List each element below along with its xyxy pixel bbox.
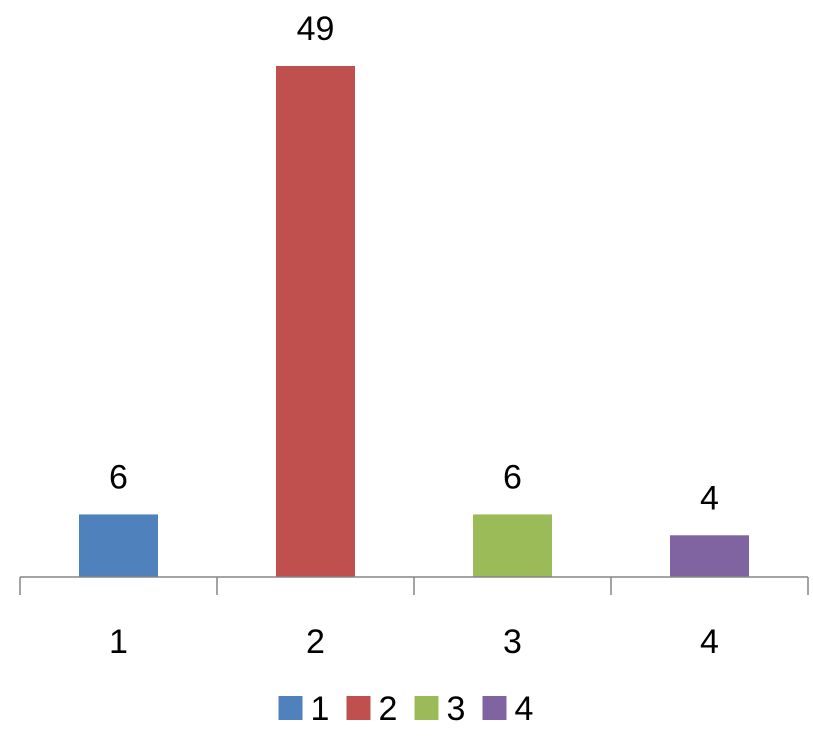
bar-2 (276, 66, 355, 577)
x-tick-label-1: 1 (109, 623, 128, 661)
data-label-3: 6 (503, 458, 522, 496)
bar-3 (473, 514, 552, 577)
legend-swatch-2 (346, 696, 371, 720)
bar-group (79, 66, 749, 577)
legend: 1 2 3 4 (278, 690, 534, 728)
legend-swatch-3 (414, 696, 439, 720)
x-tick-label-2: 2 (306, 623, 325, 661)
x-tick-label-group: 1 2 3 4 (109, 623, 719, 661)
legend-label-3: 3 (447, 690, 466, 728)
data-label-1: 6 (109, 458, 128, 496)
data-label-2: 49 (297, 10, 335, 48)
x-tick-label-3: 3 (503, 623, 522, 661)
x-tick-label-4: 4 (700, 623, 719, 661)
legend-swatch-1 (278, 696, 303, 720)
bar-1 (79, 514, 158, 577)
legend-swatch-4 (482, 696, 507, 720)
legend-label-1: 1 (311, 690, 330, 728)
data-label-group: 6 49 6 4 (109, 10, 719, 517)
data-label-4: 4 (700, 479, 719, 517)
legend-label-4: 4 (515, 690, 534, 728)
bar-4 (670, 535, 749, 577)
legend-label-2: 2 (379, 690, 398, 728)
x-axis (19, 576, 809, 595)
